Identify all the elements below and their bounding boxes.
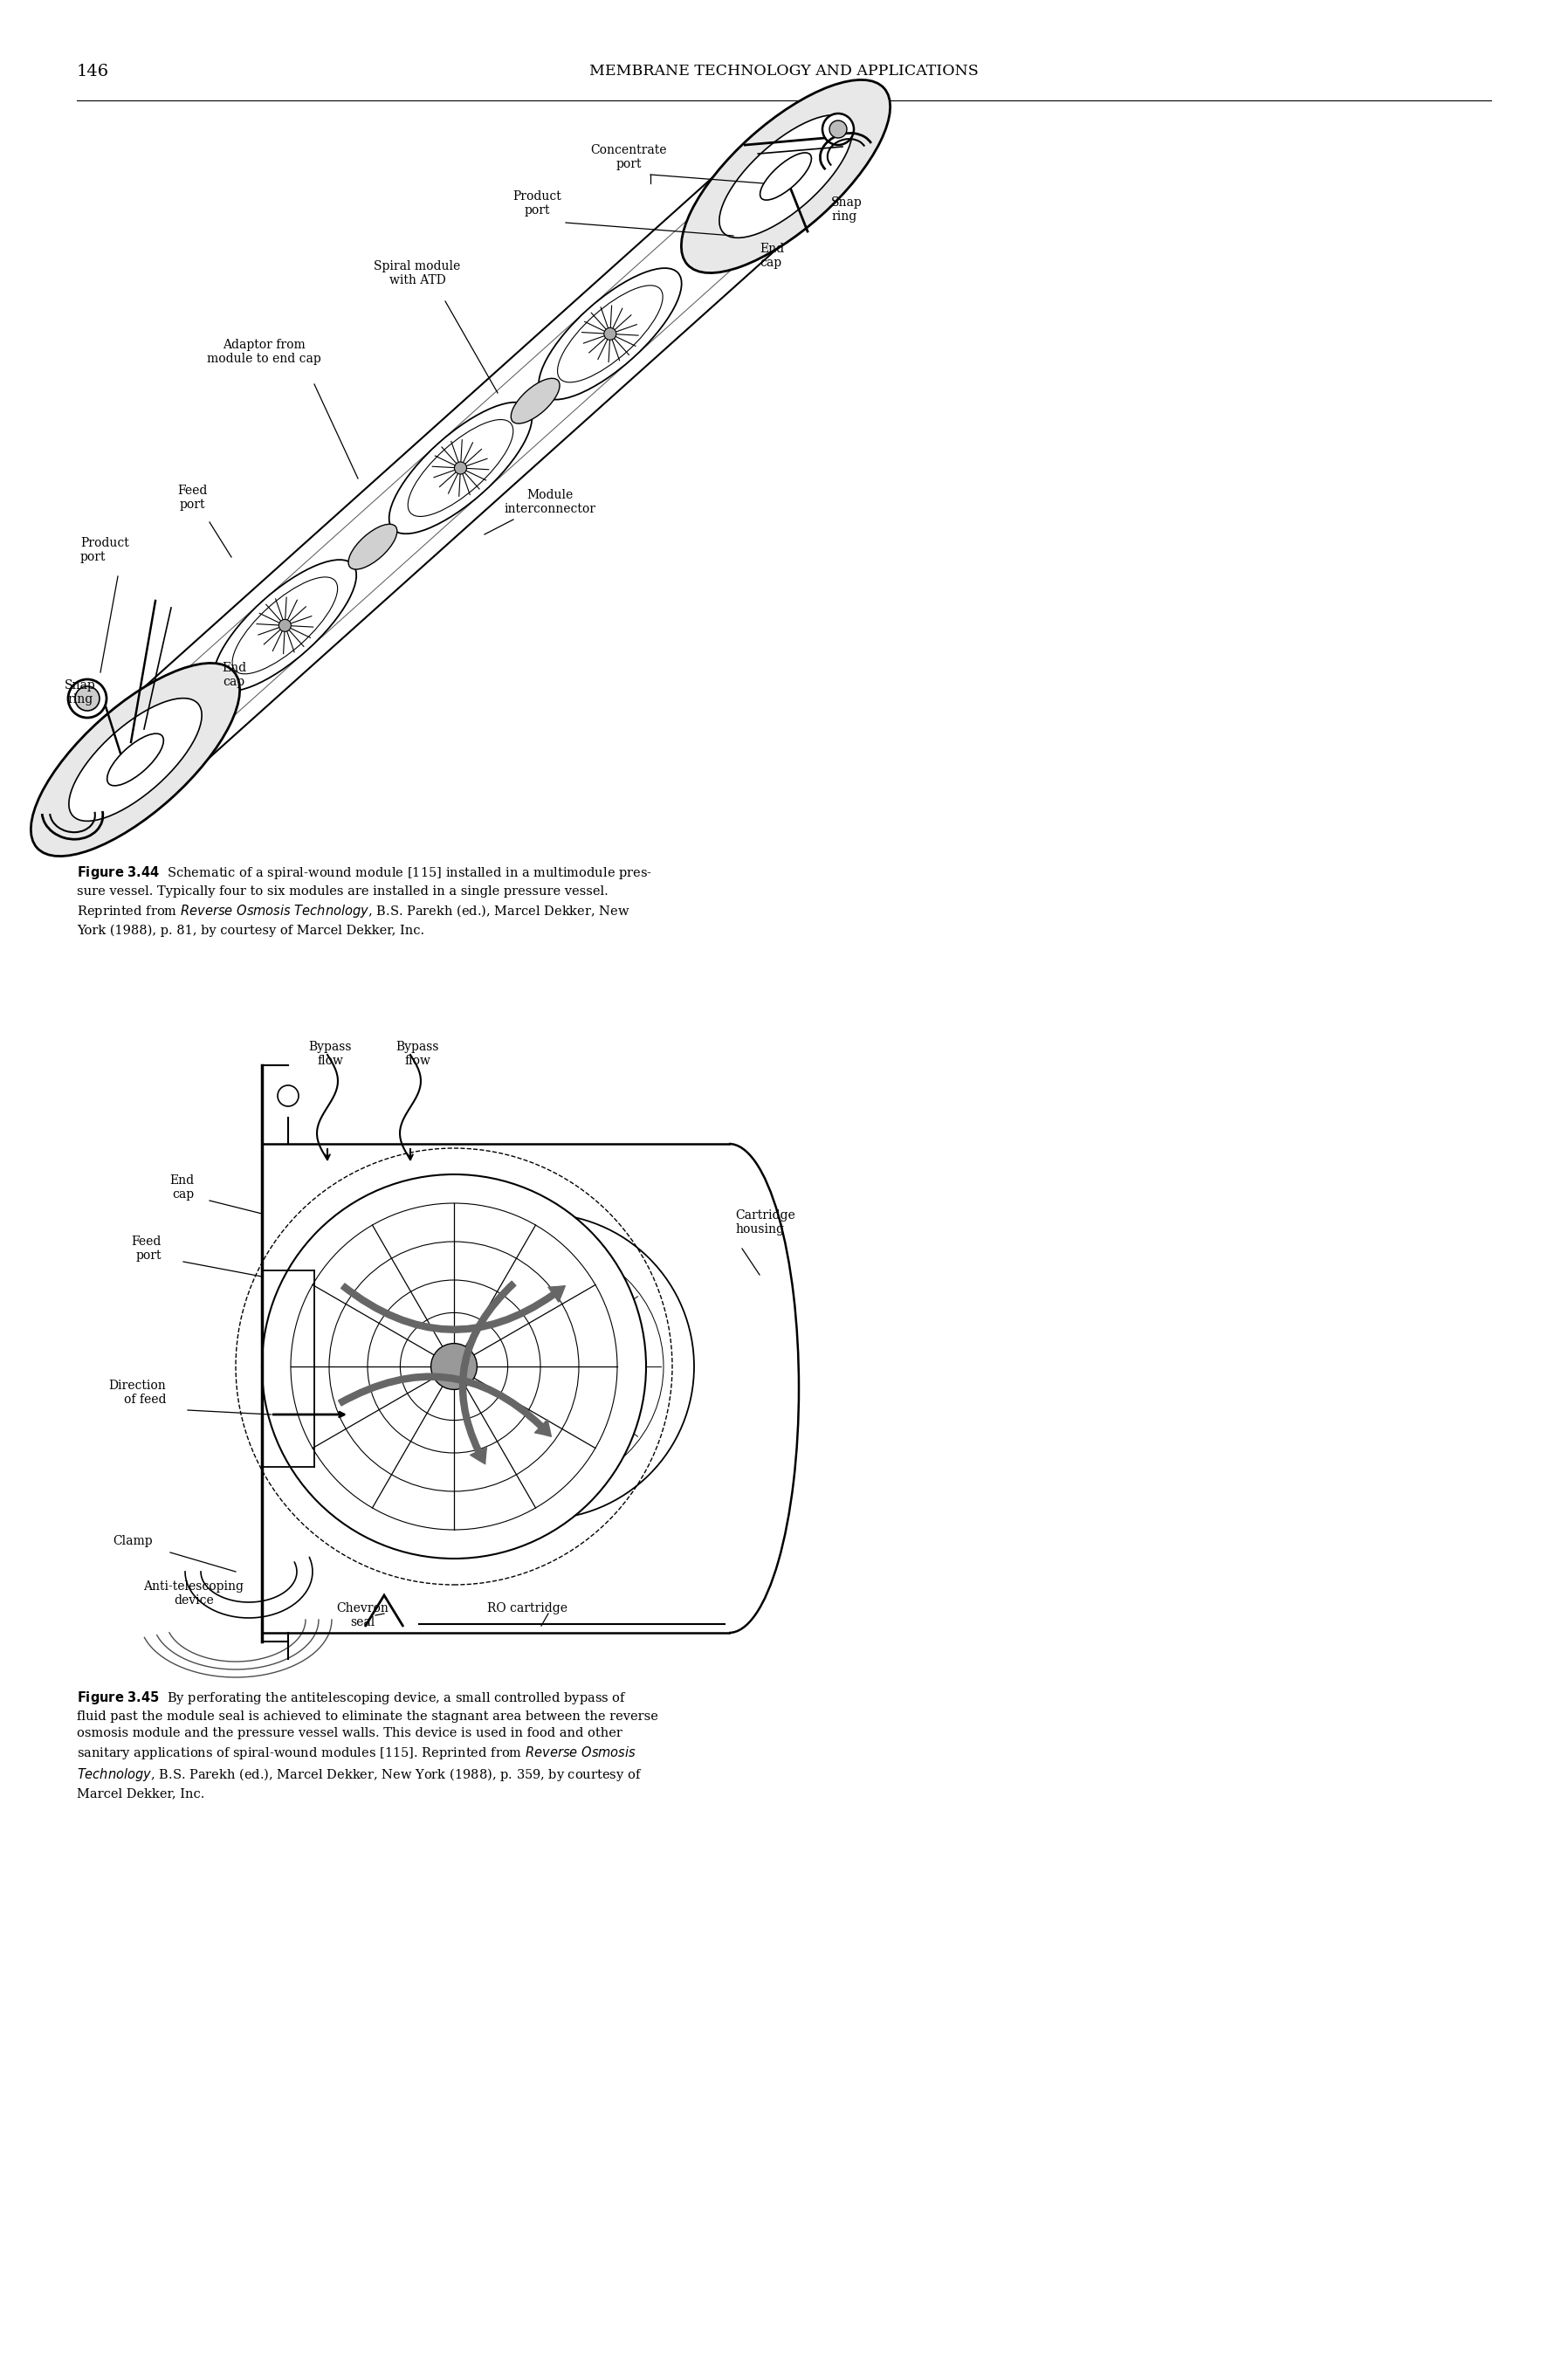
Text: End
cap: End cap: [169, 1173, 194, 1202]
Text: Product
port: Product port: [513, 191, 561, 217]
Text: Module
interconnector: Module interconnector: [505, 489, 596, 515]
Ellipse shape: [682, 80, 891, 274]
Text: Adaptor from
module to end cap: Adaptor from module to end cap: [207, 338, 321, 366]
Text: Feed
port: Feed port: [132, 1235, 162, 1261]
Ellipse shape: [107, 734, 163, 786]
Text: $\bf{Figure\ 3.45}$  By perforating the antitelescoping device, a small controll: $\bf{Figure\ 3.45}$ By perforating the a…: [77, 1690, 659, 1799]
Circle shape: [75, 687, 99, 711]
Circle shape: [604, 328, 616, 340]
Text: End
cap: End cap: [221, 661, 246, 687]
Text: Product
port: Product port: [80, 536, 129, 564]
Circle shape: [431, 1343, 477, 1391]
FancyArrowPatch shape: [459, 1282, 516, 1464]
Circle shape: [822, 113, 855, 144]
Text: RO cartridge: RO cartridge: [488, 1603, 568, 1615]
Circle shape: [67, 680, 107, 718]
Ellipse shape: [389, 401, 532, 534]
Ellipse shape: [745, 139, 826, 215]
Text: End
cap: End cap: [759, 243, 784, 269]
Ellipse shape: [760, 153, 812, 201]
Text: Snap
ring: Snap ring: [831, 196, 862, 222]
Text: Chevron
seal: Chevron seal: [336, 1603, 389, 1629]
Circle shape: [262, 1173, 646, 1558]
Circle shape: [829, 120, 847, 137]
Circle shape: [389, 1214, 695, 1518]
Ellipse shape: [348, 524, 397, 569]
Text: $\bf{Figure\ 3.44}$  Schematic of a spiral-wound module [115] installed in a mul: $\bf{Figure\ 3.44}$ Schematic of a spira…: [77, 864, 652, 937]
Text: Anti-telescoping
device: Anti-telescoping device: [144, 1580, 245, 1608]
Text: Clamp: Clamp: [113, 1535, 152, 1546]
Text: Cartridge
housing: Cartridge housing: [735, 1209, 795, 1235]
Circle shape: [455, 463, 467, 475]
Circle shape: [524, 1348, 560, 1386]
Text: MEMBRANE TECHNOLOGY AND APPLICATIONS: MEMBRANE TECHNOLOGY AND APPLICATIONS: [590, 64, 978, 78]
Circle shape: [279, 619, 292, 633]
Ellipse shape: [511, 378, 560, 423]
Text: Direction
of feed: Direction of feed: [108, 1379, 166, 1405]
FancyArrowPatch shape: [340, 1284, 564, 1332]
Text: Snap
ring: Snap ring: [64, 680, 96, 706]
Ellipse shape: [720, 116, 853, 238]
Ellipse shape: [539, 269, 682, 399]
Ellipse shape: [91, 718, 180, 800]
Text: Spiral module
with ATD: Spiral module with ATD: [375, 260, 461, 286]
Ellipse shape: [213, 560, 356, 692]
Polygon shape: [103, 142, 818, 796]
Text: Concentrate
port: Concentrate port: [591, 144, 666, 170]
Text: Bypass
flow: Bypass flow: [395, 1041, 439, 1067]
Text: Feed
port: Feed port: [177, 484, 207, 510]
Text: 146: 146: [77, 64, 110, 80]
Ellipse shape: [69, 699, 202, 822]
Text: Bypass
flow: Bypass flow: [309, 1041, 351, 1067]
Ellipse shape: [31, 663, 240, 857]
Circle shape: [278, 1086, 298, 1107]
FancyArrowPatch shape: [339, 1374, 552, 1435]
